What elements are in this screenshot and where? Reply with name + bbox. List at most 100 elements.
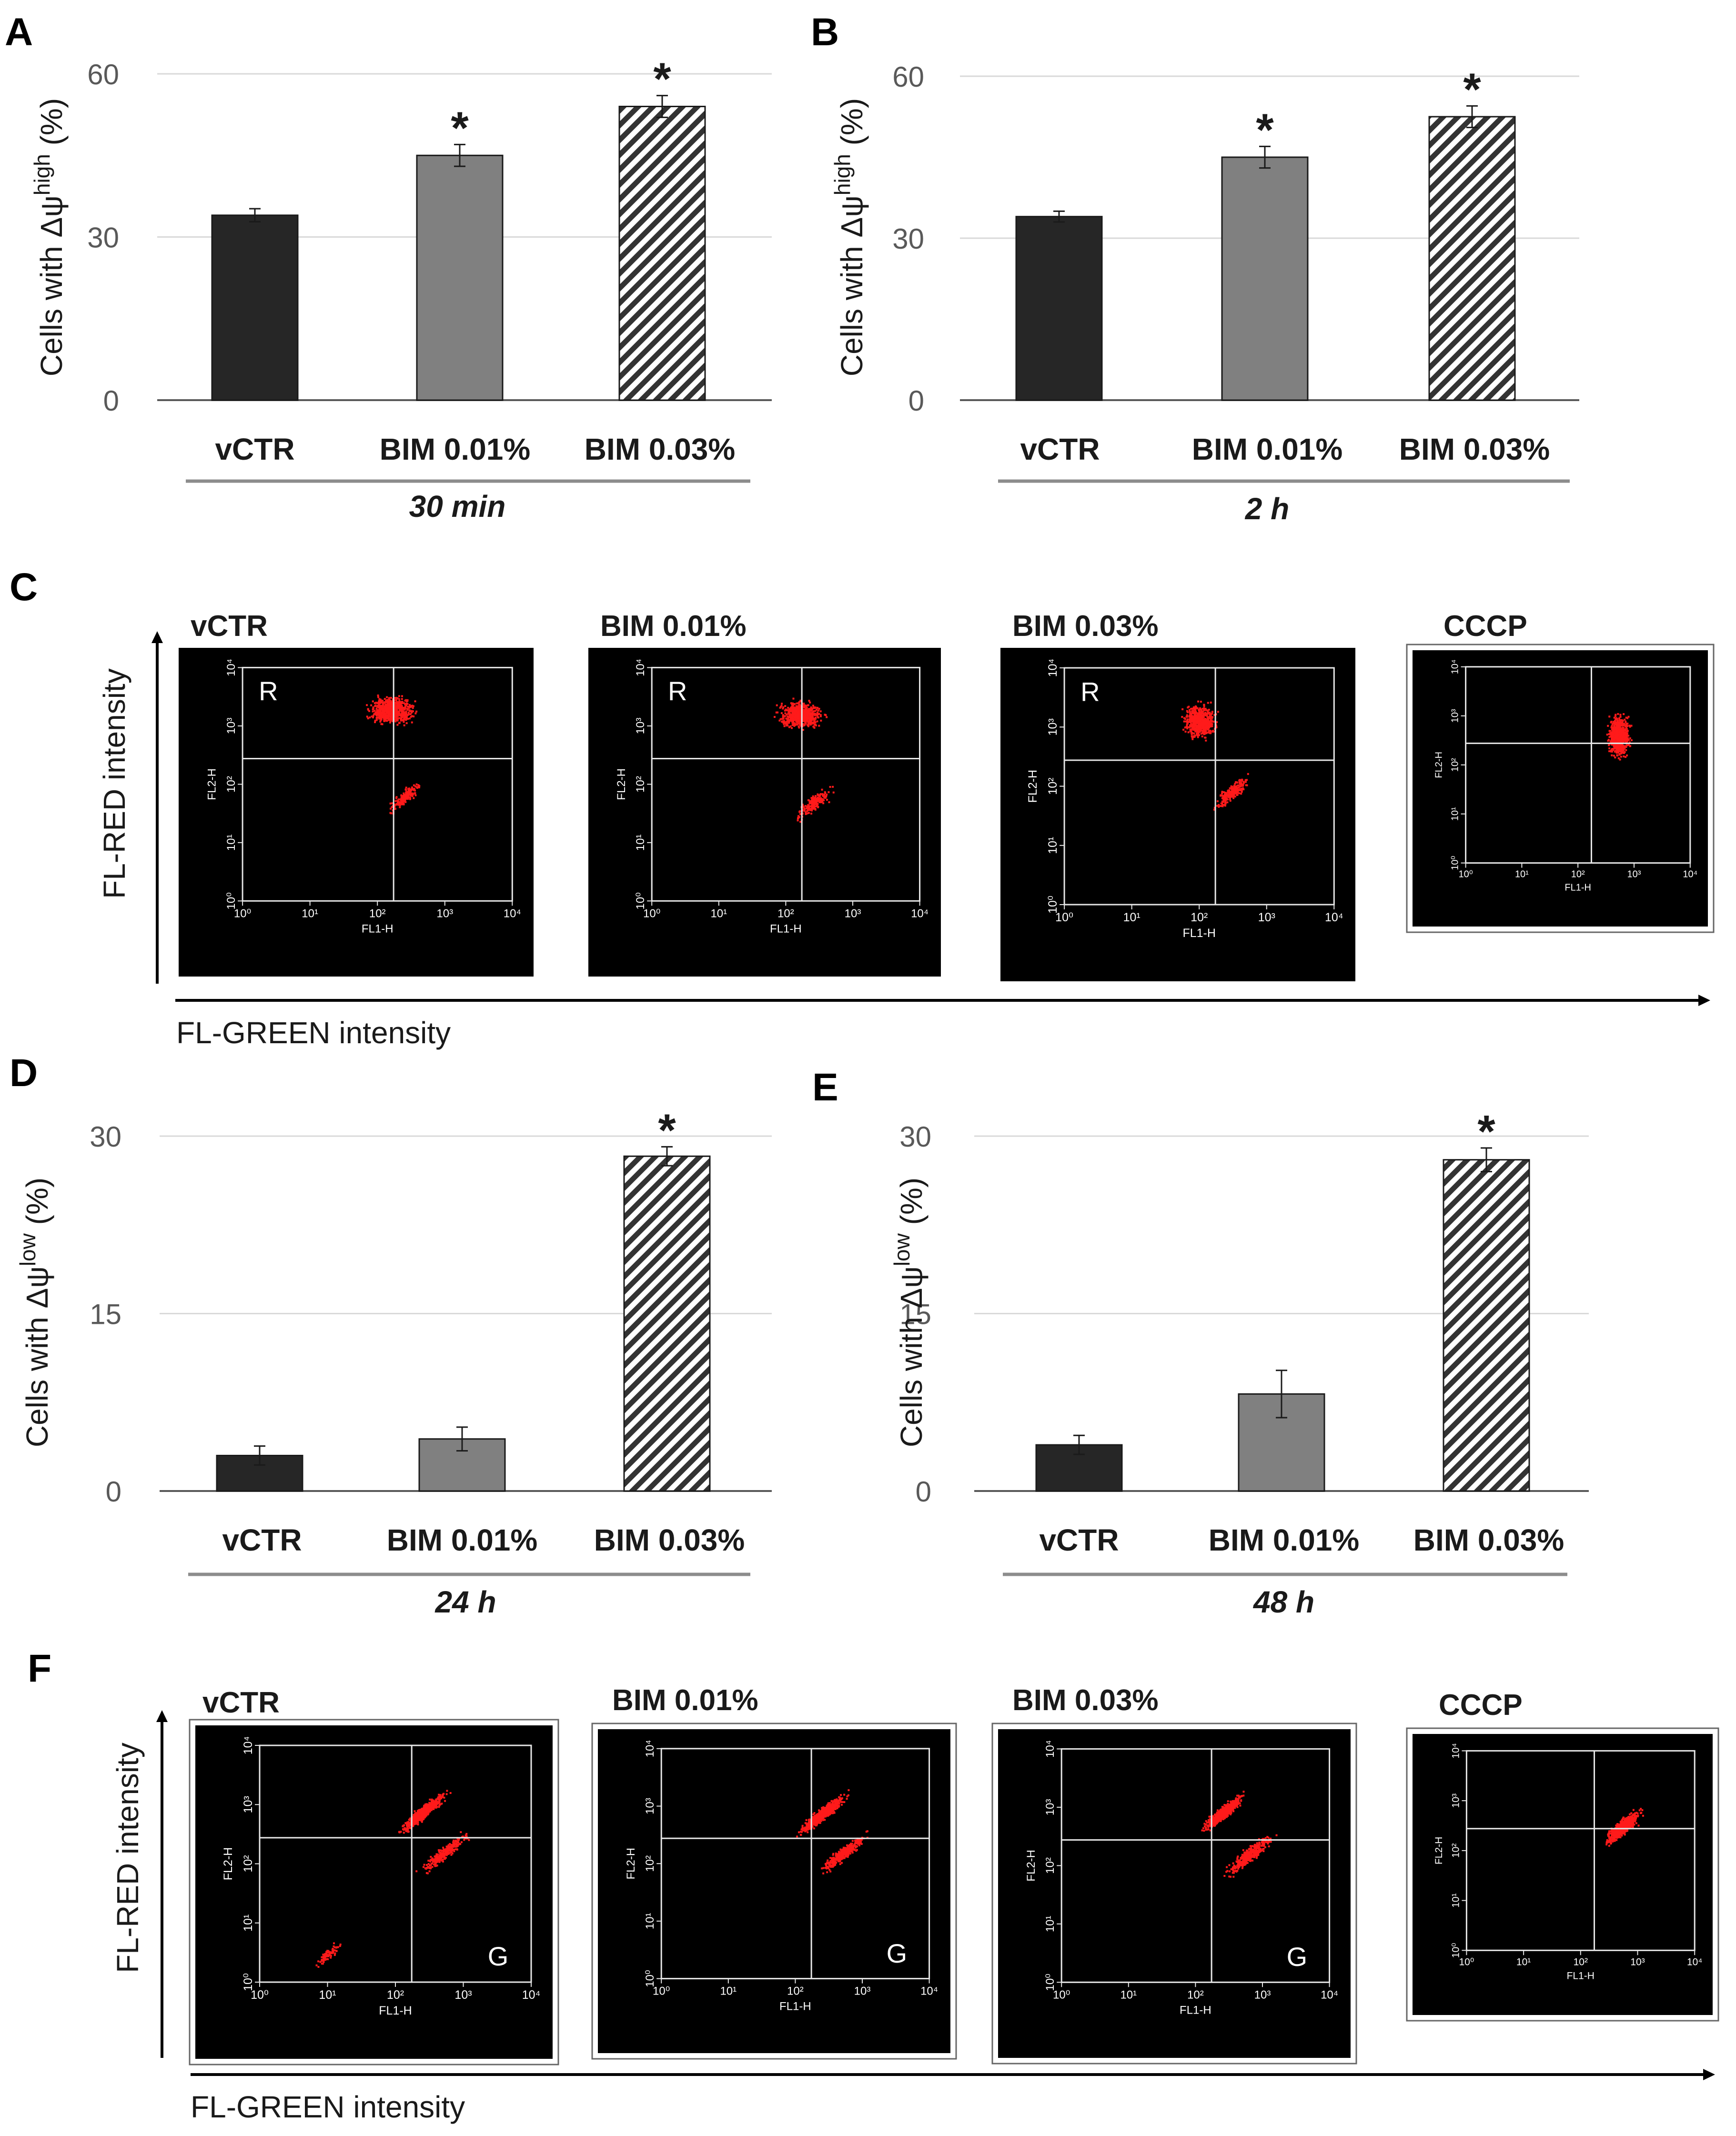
- x-channel-label: FL1-H: [779, 2000, 811, 2013]
- x-axis-arrowhead: [1703, 2069, 1715, 2080]
- y-decade-label: 10²: [1044, 1857, 1057, 1874]
- y-decade-label: 10¹: [242, 1914, 255, 1932]
- bar-bim-001: [416, 154, 504, 401]
- panel-letter-f: F: [28, 1647, 51, 1690]
- plot-background: [195, 1725, 553, 2059]
- y-decade-label: 10⁰: [225, 892, 238, 909]
- x-decade-label: 10²: [387, 1988, 404, 2002]
- x-decade-label: 10³: [1254, 1988, 1271, 2001]
- y-tick-label: 60: [892, 61, 924, 93]
- y-axis-label-suffix: (%): [835, 98, 869, 154]
- y-decade-label: 10³: [1450, 1793, 1461, 1808]
- bar-bim-003: [618, 106, 706, 401]
- y-decade-label: 10²: [242, 1855, 255, 1872]
- y-tick-label: 0: [908, 385, 924, 417]
- group-label: 48 h: [1252, 1585, 1314, 1619]
- x-decade-label: 10⁴: [522, 1988, 541, 2002]
- y-tick-label: 15: [899, 1299, 931, 1330]
- y-decade-label: 10⁰: [1450, 856, 1461, 870]
- plot-frame: [991, 1723, 1357, 2065]
- quadrant-tag: G: [488, 1941, 509, 1971]
- group-label: 30 min: [409, 489, 506, 524]
- y-channel-label: FL2-H: [625, 1848, 637, 1880]
- y-decade-label: 10¹: [1450, 1893, 1461, 1907]
- y-decade-label: 10¹: [1046, 837, 1060, 854]
- flow-plot-title: BIM 0.01%: [612, 1684, 758, 1717]
- quadrant-tag: R: [1080, 677, 1100, 707]
- y-decade-label: 10¹: [634, 834, 647, 851]
- x-category-label: vCTR: [215, 432, 294, 466]
- x-decade-label: 10⁴: [1687, 1956, 1702, 1967]
- bar-chart-a: 0 30 60 vCTR * BIM 0.01% * BIM 0.03% 30 min Cells…: [30, 54, 772, 524]
- significance-asterisk: *: [653, 54, 671, 105]
- x-decade-label: 10¹: [710, 907, 727, 920]
- flow-cytometry-rows: FL-RED intensity FL-GREEN intensity vCTR R 1…: [97, 610, 1719, 2124]
- y-axis-label: Cells with Δψhigh (%): [30, 98, 69, 376]
- scatter-points: [1181, 700, 1249, 811]
- x-decade-label: 10²: [369, 907, 386, 920]
- bar-bim-003: [623, 1155, 711, 1492]
- x-category-label: BIM 0.01%: [387, 1523, 538, 1557]
- scatter-points: [315, 1790, 470, 1968]
- bar-bim-003: [1428, 116, 1516, 401]
- bar-bim-001: [418, 1438, 506, 1492]
- x-category-label: BIM 0.03%: [1413, 1523, 1564, 1557]
- bar-vctr: [211, 214, 299, 401]
- x-decade-label: 10³: [1258, 911, 1275, 924]
- x-category-label: BIM 0.03%: [1399, 432, 1550, 466]
- bar-bim-001: [1221, 156, 1309, 401]
- quadrant-tag: G: [1287, 1942, 1308, 1972]
- quadrant-tag: G: [887, 1938, 908, 1968]
- y-channel-label: FL2-H: [615, 768, 628, 800]
- x-category-label: BIM 0.01%: [380, 432, 531, 466]
- x-decade-label: 10³: [1630, 1956, 1645, 1967]
- flow-plot-title: vCTR: [191, 610, 268, 643]
- quadrant-tag: R: [259, 676, 278, 706]
- x-decade-label: 10³: [454, 1988, 472, 2002]
- y-decade-label: 10⁰: [1450, 1943, 1461, 1958]
- significance-asterisk: *: [1256, 104, 1274, 155]
- x-decade-label: 10¹: [720, 1985, 737, 1998]
- x-channel-label: FL1-H: [1180, 2004, 1211, 2016]
- y-decade-label: 10²: [1046, 777, 1060, 795]
- x-decade-label: 10³: [1627, 869, 1641, 880]
- y-axis-label-suffix: (%): [20, 1178, 54, 1233]
- bar-chart-e: 0 15 30 vCTR BIM 0.01% * BIM 0.03% 48 h Cells wi…: [889, 1106, 1589, 1619]
- plot-frame: [1406, 1727, 1719, 2022]
- y-decade-label: 10⁴: [242, 1736, 255, 1755]
- x-decade-label: 10³: [845, 907, 861, 920]
- y-axis-label-prefix: Cells with Δψ: [894, 1266, 929, 1447]
- y-decade-label: 10²: [225, 776, 238, 793]
- y-axis-label-superscript: low: [15, 1233, 40, 1266]
- x-decade-label: 10⁴: [1683, 869, 1697, 880]
- flow-plot-title: BIM 0.01%: [600, 610, 747, 643]
- x-category-label: vCTR: [1039, 1523, 1119, 1557]
- x-channel-label: FL1-H: [770, 922, 802, 935]
- x-decade-label: 10¹: [1515, 869, 1529, 880]
- scatter-points: [366, 694, 421, 815]
- panel-letter-a: A: [5, 10, 33, 54]
- y-decade-label: 10⁴: [1044, 1740, 1057, 1758]
- y-decade-label: 10²: [1450, 1844, 1461, 1858]
- y-decade-label: 10³: [1044, 1799, 1057, 1816]
- x-decade-label: 10²: [1187, 1988, 1204, 2001]
- x-decade-label: 10⁰: [1053, 1988, 1070, 2001]
- panel-letter-b: B: [811, 10, 839, 54]
- y-axis-label-superscript: low: [889, 1233, 914, 1266]
- plot-background: [588, 648, 941, 977]
- x-decade-label: 10⁰: [1458, 869, 1473, 880]
- y-tick-label: 30: [892, 223, 924, 255]
- plot-background: [1413, 650, 1708, 927]
- x-axis-arrowhead: [1698, 995, 1710, 1006]
- y-decade-label: 10⁴: [634, 659, 647, 676]
- y-decade-label: 10⁴: [1450, 659, 1461, 674]
- y-tick-label: 60: [87, 59, 119, 91]
- y-decade-label: 10⁴: [1046, 659, 1060, 677]
- x-decade-label: 10⁴: [920, 1985, 938, 1998]
- y-channel-label: FL2-H: [1434, 752, 1444, 778]
- y-decade-label: 10¹: [1044, 1915, 1057, 1932]
- y-tick-label: 0: [106, 1476, 121, 1508]
- significance-asterisk: *: [658, 1105, 676, 1156]
